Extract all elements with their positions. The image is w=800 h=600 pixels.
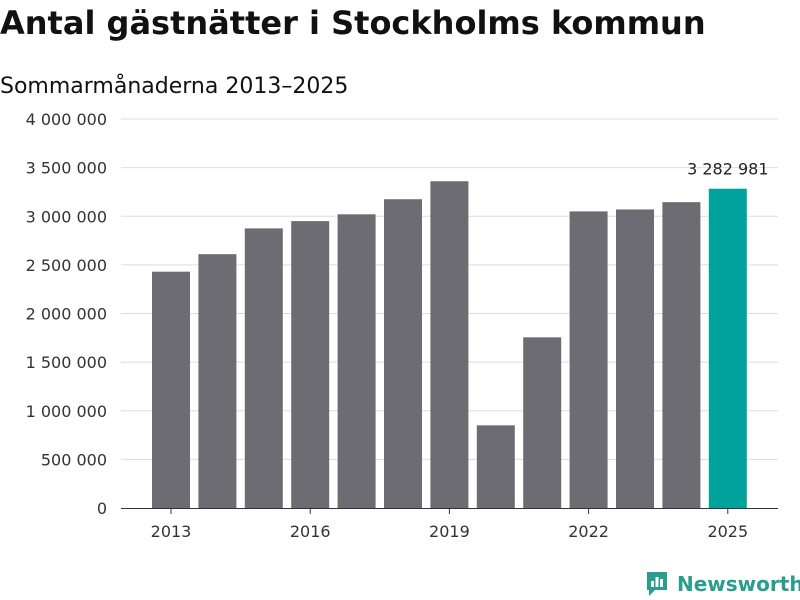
y-tick-label: 3 500 000 [26, 159, 107, 178]
y-tick-label: 2 000 000 [26, 305, 107, 324]
y-tick-label: 4 000 000 [26, 110, 107, 129]
chart-title: Antal gästnätter i Stockholms kommun [0, 4, 706, 42]
bar [662, 202, 701, 508]
bar [152, 271, 190, 508]
bar [476, 425, 515, 508]
x-tick-label: 2025 [707, 522, 748, 541]
bar [523, 337, 562, 508]
bar [384, 199, 422, 508]
x-tick-label: 2022 [568, 522, 609, 541]
chart-subtitle: Sommarmånaderna 2013–2025 [0, 74, 349, 99]
x-tick-label: 2019 [429, 522, 470, 541]
bar [569, 211, 608, 508]
y-tick-label: 500 000 [41, 450, 107, 469]
y-tick-label: 1 500 000 [26, 353, 107, 372]
x-tick-label: 2016 [290, 522, 331, 541]
bar [291, 221, 330, 509]
newsworthy-logo-icon [647, 572, 667, 596]
newsworthy-brand: Newsworthy [645, 570, 800, 598]
bar [616, 209, 654, 508]
bar [244, 228, 283, 508]
y-tick-label: 2 500 000 [26, 256, 107, 275]
x-tick-label: 2013 [151, 522, 192, 541]
y-tick-label: 3 000 000 [26, 207, 107, 226]
bar-highlight [708, 188, 747, 508]
bar [430, 181, 469, 509]
y-tick-label: 0 [97, 499, 107, 518]
bar-chart: 0 500 000 1 000 000 1 500 000 2 000 000 2 500… [26, 110, 778, 541]
brand-name: Newsworthy [677, 572, 800, 596]
bar [198, 254, 237, 508]
value-label: 3 282 981 [687, 160, 768, 179]
y-tick-label: 1 000 000 [26, 402, 107, 421]
bar [337, 214, 376, 508]
